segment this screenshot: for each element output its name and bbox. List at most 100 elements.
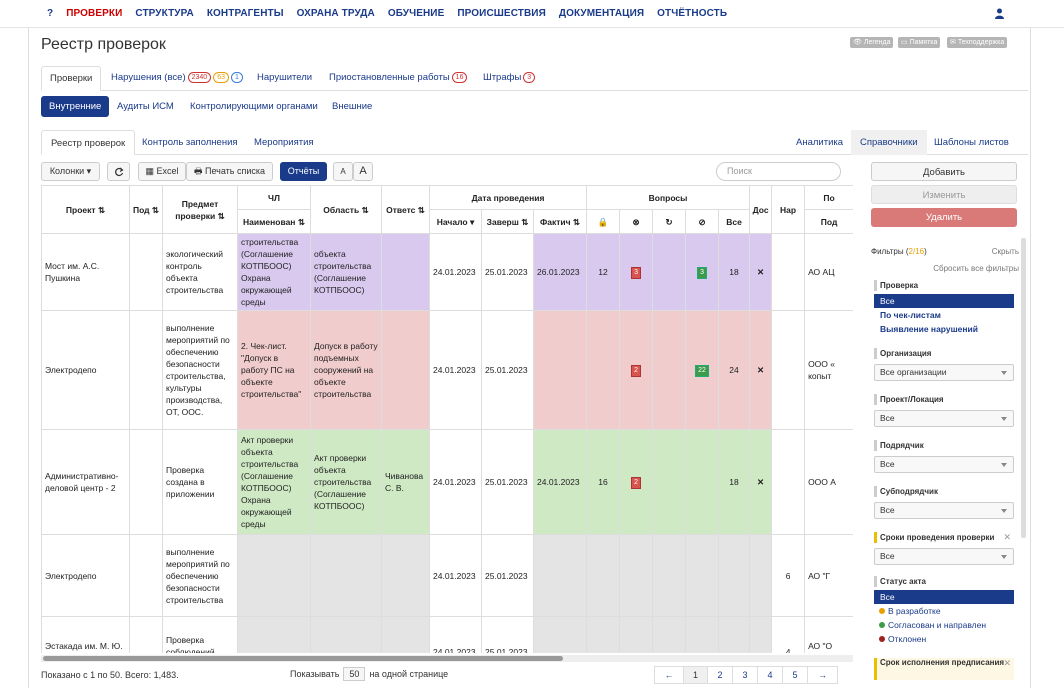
pager-page-4[interactable]: 4	[758, 666, 783, 684]
table-row[interactable]: Электродепо выполнение мероприятий по об…	[41, 310, 853, 430]
search-input[interactable]: Поиск	[716, 162, 841, 181]
tab-checks[interactable]: Проверки	[41, 66, 102, 91]
filter-contractor-select[interactable]: Все	[874, 456, 1014, 473]
col-header-cancel[interactable]: ⊗	[619, 209, 654, 234]
edit-button[interactable]: Изменить	[871, 185, 1017, 204]
user-icon[interactable]	[994, 8, 1005, 19]
col-header-ok[interactable]: ⊘	[685, 209, 720, 234]
filter-dates-clear-icon[interactable]: ✕	[1003, 532, 1011, 542]
col-header-start[interactable]: Начало ▾	[429, 209, 482, 234]
tab-violations[interactable]: Нарушения (все) 2340 63 1	[103, 66, 251, 91]
filter-status-approved[interactable]: Согласован и направлен	[874, 618, 1014, 632]
filter-check-violations[interactable]: Выявление нарушений	[880, 324, 978, 334]
table-row[interactable]: Электродепо выполнение мероприятий по об…	[41, 534, 853, 617]
refresh-button[interactable]	[107, 162, 130, 181]
subtab-control[interactable]: Контролирующими органами	[190, 101, 318, 112]
filter-check-all[interactable]: Все	[874, 294, 1014, 308]
cell-chl-name[interactable]: Акт проверки объекта строительства (Согл…	[237, 429, 311, 535]
cell-nar[interactable]: 6	[771, 534, 806, 617]
col-header-project[interactable]: Проект ⇅	[41, 185, 130, 234]
subtab-external[interactable]: Внешние	[332, 101, 373, 112]
legend-button[interactable]: 👁 Легенда	[850, 37, 894, 48]
nav-help[interactable]: ?	[47, 8, 54, 19]
tab-registry[interactable]: Реестр проверок	[41, 130, 136, 155]
table-row[interactable]: Мост им. А.С. Пушкина экологический конт…	[41, 233, 853, 311]
col-header-sub[interactable]: Под ⇅	[129, 185, 163, 234]
col-header-doc[interactable]: Дос	[749, 185, 773, 234]
nav-item-contractors[interactable]: КОНТРАГЕНТЫ	[206, 8, 284, 19]
table-row[interactable]: Административно-деловой центр - 2 Провер…	[41, 429, 853, 535]
table-row[interactable]: Эстакада им. М. Ю. Лермонтова Проверка с…	[41, 616, 853, 653]
memo-button[interactable]: ▭ Памятка	[898, 37, 941, 48]
filter-deadline-clear-icon[interactable]: ✕	[1003, 658, 1011, 668]
nav-item-structure[interactable]: СТРУКТУРА	[135, 8, 194, 19]
nav-item-checks[interactable]: ПРОВЕРКИ	[66, 8, 123, 19]
filters-reset-link[interactable]: Сбросить все фильтры	[933, 264, 1019, 273]
pager-page-1[interactable]: 1	[684, 666, 708, 684]
nav-item-incidents[interactable]: ПРОИСШЕСТВИЯ	[457, 8, 546, 19]
filter-status-rejected[interactable]: Отклонен	[874, 632, 1014, 646]
cell-chl-name[interactable]	[237, 534, 311, 617]
col-header-lock[interactable]: 🔒	[586, 209, 621, 234]
filter-status-all[interactable]: Все	[874, 590, 1014, 604]
subtab-audits[interactable]: Аудиты ИСМ	[117, 101, 174, 112]
pager-page-2[interactable]: 2	[708, 666, 733, 684]
col-header-area[interactable]: Область ⇅	[310, 185, 382, 234]
cell-nar[interactable]	[771, 310, 806, 430]
filter-dates-select[interactable]: Все	[874, 548, 1014, 565]
tab-events[interactable]: Мероприятия	[254, 137, 314, 148]
pager-next[interactable]: →	[808, 666, 838, 684]
filters-scrollbar[interactable]	[1021, 238, 1026, 538]
tab-references[interactable]: Справочники	[851, 130, 927, 155]
horizontal-scrollbar[interactable]	[41, 655, 853, 662]
add-button[interactable]: Добавить	[871, 162, 1017, 181]
cell-chl-name[interactable]: строительства (Соглашение КОТПБООС) Охра…	[237, 233, 311, 311]
tab-suspended[interactable]: Приостановленные работы 16	[321, 66, 475, 91]
tab-violators[interactable]: Нарушители	[249, 66, 320, 91]
print-button[interactable]: 🖶 Печать списка	[186, 162, 273, 181]
excel-button[interactable]: ▦ Excel	[138, 162, 186, 181]
support-button[interactable]: ✉ Техподдержка	[947, 37, 1008, 48]
nav-item-safety[interactable]: ОХРАНА ТРУДА	[296, 8, 375, 19]
filter-status-dev[interactable]: В разработке	[874, 604, 1014, 618]
tab-templates[interactable]: Шаблоны листов	[934, 137, 1009, 148]
tab-analytics[interactable]: Аналитика	[796, 137, 844, 148]
col-header-repeat[interactable]: ↻	[652, 209, 687, 234]
nav-item-docs[interactable]: ДОКУМЕНТАЦИЯ	[558, 8, 645, 19]
cell-chl-name[interactable]: 2. Чек-лист. "Допуск в работу ПС на объе…	[237, 310, 311, 430]
pager-page-3[interactable]: 3	[733, 666, 758, 684]
pager-prev[interactable]: ←	[654, 666, 684, 684]
filter-project-select[interactable]: Все	[874, 410, 1014, 427]
col-header-fact[interactable]: Фактич ⇅	[532, 209, 588, 234]
cell-nar[interactable]	[771, 429, 806, 535]
tab-fill-control[interactable]: Контроль заполнения	[142, 137, 238, 148]
filter-check-checklists[interactable]: По чек-листам	[880, 310, 941, 320]
tab-fines[interactable]: Штрафы 3	[475, 66, 543, 91]
reports-button[interactable]: Отчёты	[280, 162, 327, 181]
col-header-all[interactable]: Все	[718, 209, 751, 234]
cell-doc	[749, 616, 773, 653]
cell-nar[interactable]: 4	[771, 616, 806, 653]
font-large-button[interactable]: A	[353, 162, 373, 181]
cell-chl-name[interactable]	[237, 616, 311, 653]
scrollbar-thumb[interactable]	[43, 656, 563, 661]
pager-page-5[interactable]: 5	[783, 666, 808, 684]
cell-resp[interactable]: Чиванова С. В.	[381, 429, 430, 535]
col-header-nar[interactable]: Нар	[771, 185, 806, 234]
nav-item-training[interactable]: ОБУЧЕНИЕ	[387, 8, 445, 19]
subtab-internal[interactable]: Внутренние	[41, 96, 110, 117]
cell-fact: 26.01.2023	[532, 233, 588, 311]
page-size-select[interactable]: 50	[343, 667, 366, 681]
font-small-button[interactable]: A	[333, 162, 353, 181]
col-header-subject[interactable]: Предмет проверки ⇅	[162, 185, 238, 234]
nav-item-reports[interactable]: ОТЧЁТНОСТЬ	[657, 8, 728, 19]
filter-org-select[interactable]: Все организации	[874, 364, 1014, 381]
col-header-chl-name[interactable]: Наименован ⇅	[237, 209, 311, 234]
columns-button[interactable]: Колонки ▾	[41, 162, 100, 181]
filter-subcontractor-select[interactable]: Все	[874, 502, 1014, 519]
cell-nar[interactable]	[771, 233, 806, 311]
filters-hide-link[interactable]: Скрыть	[991, 247, 1019, 256]
col-header-resp[interactable]: Ответс ⇅	[381, 185, 430, 234]
delete-button[interactable]: Удалить	[871, 208, 1017, 227]
col-header-end[interactable]: Заверш ⇅	[481, 209, 534, 234]
